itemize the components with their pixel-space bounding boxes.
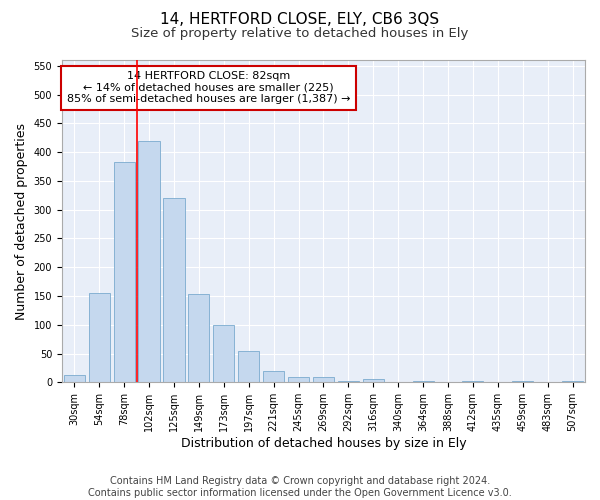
Text: Size of property relative to detached houses in Ely: Size of property relative to detached ho… (131, 28, 469, 40)
Y-axis label: Number of detached properties: Number of detached properties (15, 122, 28, 320)
Bar (113, 162, 135, 382)
X-axis label: Distribution of detached houses by size in Ely: Distribution of detached houses by size … (181, 437, 466, 450)
Bar (338, 381, 359, 382)
Bar (463, 381, 484, 382)
Bar (89, 293, 110, 382)
Bar (238, 350, 259, 382)
Bar (313, 376, 334, 382)
Bar (263, 371, 284, 382)
Bar (64, 375, 85, 382)
Bar (562, 380, 583, 382)
Bar (512, 381, 533, 382)
Bar (139, 140, 160, 382)
Bar (413, 380, 434, 382)
Bar (163, 198, 185, 382)
Bar (288, 376, 309, 382)
Bar (213, 325, 235, 382)
Text: 14, HERTFORD CLOSE, ELY, CB6 3QS: 14, HERTFORD CLOSE, ELY, CB6 3QS (160, 12, 440, 28)
Text: Contains HM Land Registry data © Crown copyright and database right 2024.
Contai: Contains HM Land Registry data © Crown c… (88, 476, 512, 498)
Text: 14 HERTFORD CLOSE: 82sqm
← 14% of detached houses are smaller (225)
85% of semi-: 14 HERTFORD CLOSE: 82sqm ← 14% of detach… (67, 72, 350, 104)
Bar (188, 294, 209, 382)
Bar (362, 380, 384, 382)
